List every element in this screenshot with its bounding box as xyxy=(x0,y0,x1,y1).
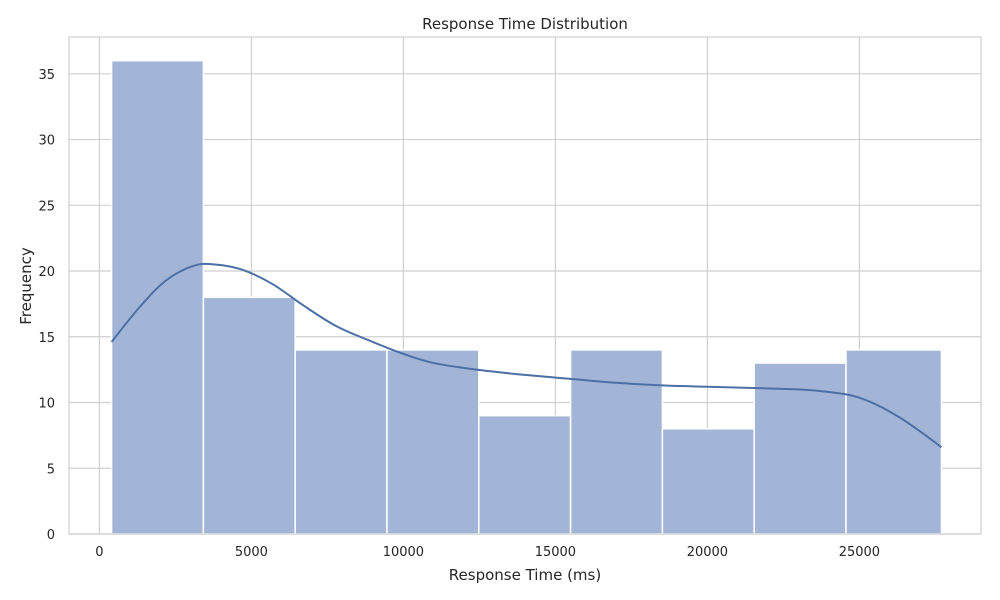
histogram-bar xyxy=(661,428,755,535)
histogram-bar xyxy=(110,59,205,535)
x-tick-label: 25000 xyxy=(839,545,880,560)
histogram-bar xyxy=(386,349,480,535)
histogram-bar xyxy=(478,414,572,535)
kde-curve-group xyxy=(110,262,943,449)
y-tick-label: 20 xyxy=(38,265,55,280)
y-tick-label: 15 xyxy=(38,331,55,346)
x-tick-label: 5000 xyxy=(235,545,268,560)
y-tick-label: 25 xyxy=(38,199,55,214)
histogram-bar xyxy=(845,349,943,535)
y-tick-label: 30 xyxy=(38,134,55,149)
y-tick-label: 35 xyxy=(38,68,55,83)
x-tick-label: 20000 xyxy=(687,545,728,560)
x-tick-label: 10000 xyxy=(383,545,424,560)
x-tick-label: 0 xyxy=(95,545,103,560)
histogram-bar xyxy=(569,349,664,535)
y-axis-label: Frequency xyxy=(17,247,35,325)
grid-lines xyxy=(69,37,981,535)
x-tick-label: 15000 xyxy=(535,545,576,560)
y-tick-label: 10 xyxy=(38,397,55,412)
plot-frame xyxy=(68,36,982,535)
histogram-bar xyxy=(294,349,388,535)
x-axis-label: Response Time (ms) xyxy=(449,566,601,584)
chart-title: Response Time Distribution xyxy=(422,15,628,33)
kde-curve xyxy=(110,262,943,449)
histogram-bars xyxy=(110,59,943,535)
y-tick-label: 5 xyxy=(47,462,55,477)
histogram-bar xyxy=(202,296,296,535)
tick-labels: 0 5000 10000 15000 20000 25000 0 5 10 15 20 25 30 35 xyxy=(38,68,880,560)
y-tick-label: 0 xyxy=(47,528,55,543)
